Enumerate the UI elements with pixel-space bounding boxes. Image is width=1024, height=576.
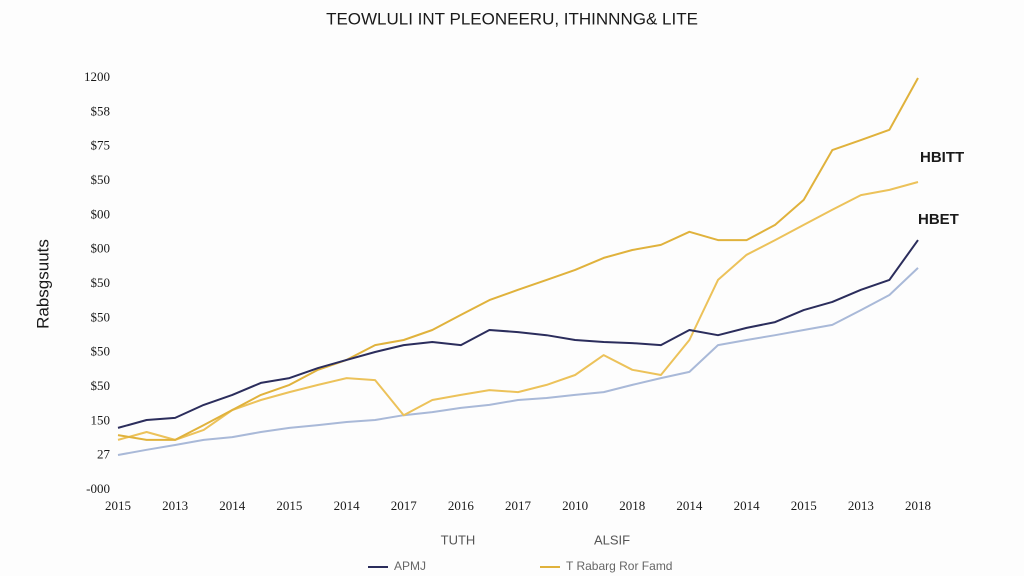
x-tick-label: 2014 [219, 498, 246, 513]
x-tick-label: 2015 [791, 498, 817, 513]
y-tick-label: $00 [91, 241, 111, 256]
y-axis-label: Rabsgsuuts [33, 239, 52, 329]
y-tick-label: $58 [91, 103, 111, 118]
y-tick-label: 27 [97, 447, 111, 462]
x-tick-label: 2018 [619, 498, 645, 513]
x-axis-label: TUTH [441, 532, 476, 547]
y-tick-label: 1200 [84, 69, 110, 84]
x-tick-label: 2013 [848, 498, 874, 513]
x-tick-label: 2015 [105, 498, 131, 513]
y-tick-label: $50 [91, 344, 111, 359]
x-tick-label: 2015 [276, 498, 302, 513]
legend-label: APMJ [394, 559, 426, 573]
line-series [117, 181, 919, 441]
y-tick-label: $75 [91, 138, 111, 153]
x-axis-label: ALSIF [594, 532, 630, 547]
x-tick-label: 2014 [734, 498, 761, 513]
y-tick-label: $50 [91, 378, 111, 393]
y-tick-label: -000 [86, 481, 110, 496]
series-annotation: HBET [918, 211, 959, 228]
legend-label: T Rabarg Ror Famd [566, 559, 672, 573]
y-tick-label: $00 [91, 206, 111, 221]
line-series [117, 267, 919, 456]
y-tick-label: $50 [91, 172, 111, 187]
chart-title: TEOWLULI INT PLEONEERU, ITHINNNG& LITE [326, 9, 698, 28]
y-tick-label: $50 [91, 275, 111, 290]
x-tick-label: 2014 [676, 498, 703, 513]
line-series [117, 77, 919, 441]
y-tick-label: 150 [91, 412, 111, 427]
x-tick-label: 2018 [905, 498, 931, 513]
x-tick-label: 2013 [162, 498, 188, 513]
x-tick-label: 2014 [334, 498, 361, 513]
x-tick-label: 2017 [505, 498, 532, 513]
y-tick-label: $50 [91, 309, 111, 324]
series-annotation: HBITT [920, 149, 964, 166]
x-tick-label: 2010 [562, 498, 588, 513]
x-tick-label: 2017 [391, 498, 418, 513]
x-tick-label: 2016 [448, 498, 475, 513]
line-series [117, 239, 919, 429]
